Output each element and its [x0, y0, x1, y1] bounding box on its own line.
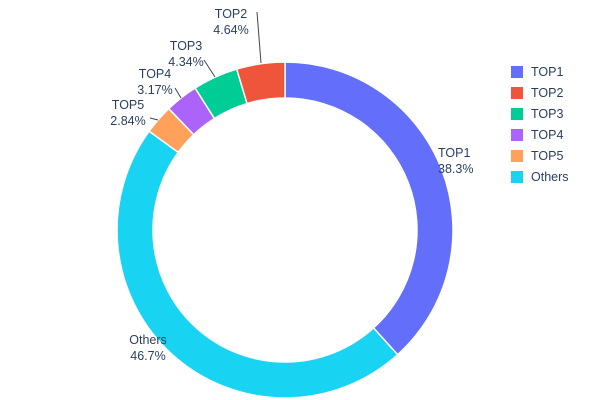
label-percent: 4.34% — [168, 55, 204, 69]
legend: TOP1 TOP2 TOP3 TOP4 TOP5 Others — [511, 61, 569, 187]
outside-label-top5: TOP5 2.84% — [110, 97, 145, 129]
outside-label-top3: TOP3 4.34% — [168, 38, 203, 70]
legend-item-others[interactable]: Others — [511, 166, 569, 187]
legend-item-top1[interactable]: TOP1 — [511, 61, 569, 82]
legend-label: TOP5 — [531, 148, 564, 163]
label-leader-line — [203, 59, 216, 78]
label-name: TOP5 — [111, 98, 145, 112]
outside-label-top1: TOP1 38.3% — [438, 145, 473, 177]
legend-swatch-top3 — [511, 107, 523, 120]
label-leader-line — [149, 117, 159, 121]
outside-label-top4: TOP4 3.17% — [137, 66, 172, 98]
outside-label-others: Others 46.7% — [129, 332, 167, 364]
legend-swatch-top5 — [511, 149, 523, 162]
slice-top2[interactable] — [235, 61, 286, 105]
legend-item-top5[interactable]: TOP5 — [511, 145, 569, 166]
label-name: Others — [129, 333, 167, 347]
legend-item-top4[interactable]: TOP4 — [511, 124, 569, 145]
label-percent: 46.7% — [130, 349, 166, 363]
legend-item-top2[interactable]: TOP2 — [511, 82, 569, 103]
label-leader-line — [256, 11, 262, 64]
label-percent: 4.64% — [213, 23, 249, 37]
label-percent: 38.3% — [438, 162, 474, 176]
label-name: TOP2 — [214, 7, 248, 21]
legend-label: Others — [531, 169, 569, 184]
legend-label: TOP4 — [531, 127, 564, 142]
legend-label: TOP1 — [531, 64, 564, 79]
label-leader-line — [174, 87, 182, 99]
label-percent: 2.84% — [110, 114, 146, 128]
outside-label-top2: TOP2 4.64% — [213, 6, 248, 38]
label-name: TOP3 — [169, 39, 203, 53]
label-name: TOP4 — [138, 67, 172, 81]
legend-label: TOP3 — [531, 106, 564, 121]
legend-swatch-others — [511, 170, 523, 183]
slice-others[interactable] — [116, 130, 399, 399]
legend-item-top3[interactable]: TOP3 — [511, 103, 569, 124]
label-name: TOP1 — [438, 146, 471, 160]
legend-swatch-top2 — [511, 86, 523, 99]
legend-swatch-top1 — [511, 65, 523, 78]
legend-label: TOP2 — [531, 85, 564, 100]
slice-top1[interactable] — [284, 61, 454, 356]
legend-swatch-top4 — [511, 128, 523, 141]
label-percent: 3.17% — [137, 83, 173, 97]
